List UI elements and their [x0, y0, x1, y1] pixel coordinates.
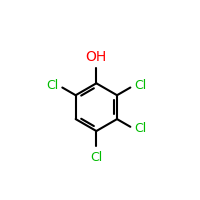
Text: Cl: Cl [134, 79, 146, 92]
Text: Cl: Cl [134, 122, 146, 135]
Text: OH: OH [86, 50, 107, 64]
Text: Cl: Cl [46, 79, 59, 92]
Text: Cl: Cl [90, 151, 102, 164]
